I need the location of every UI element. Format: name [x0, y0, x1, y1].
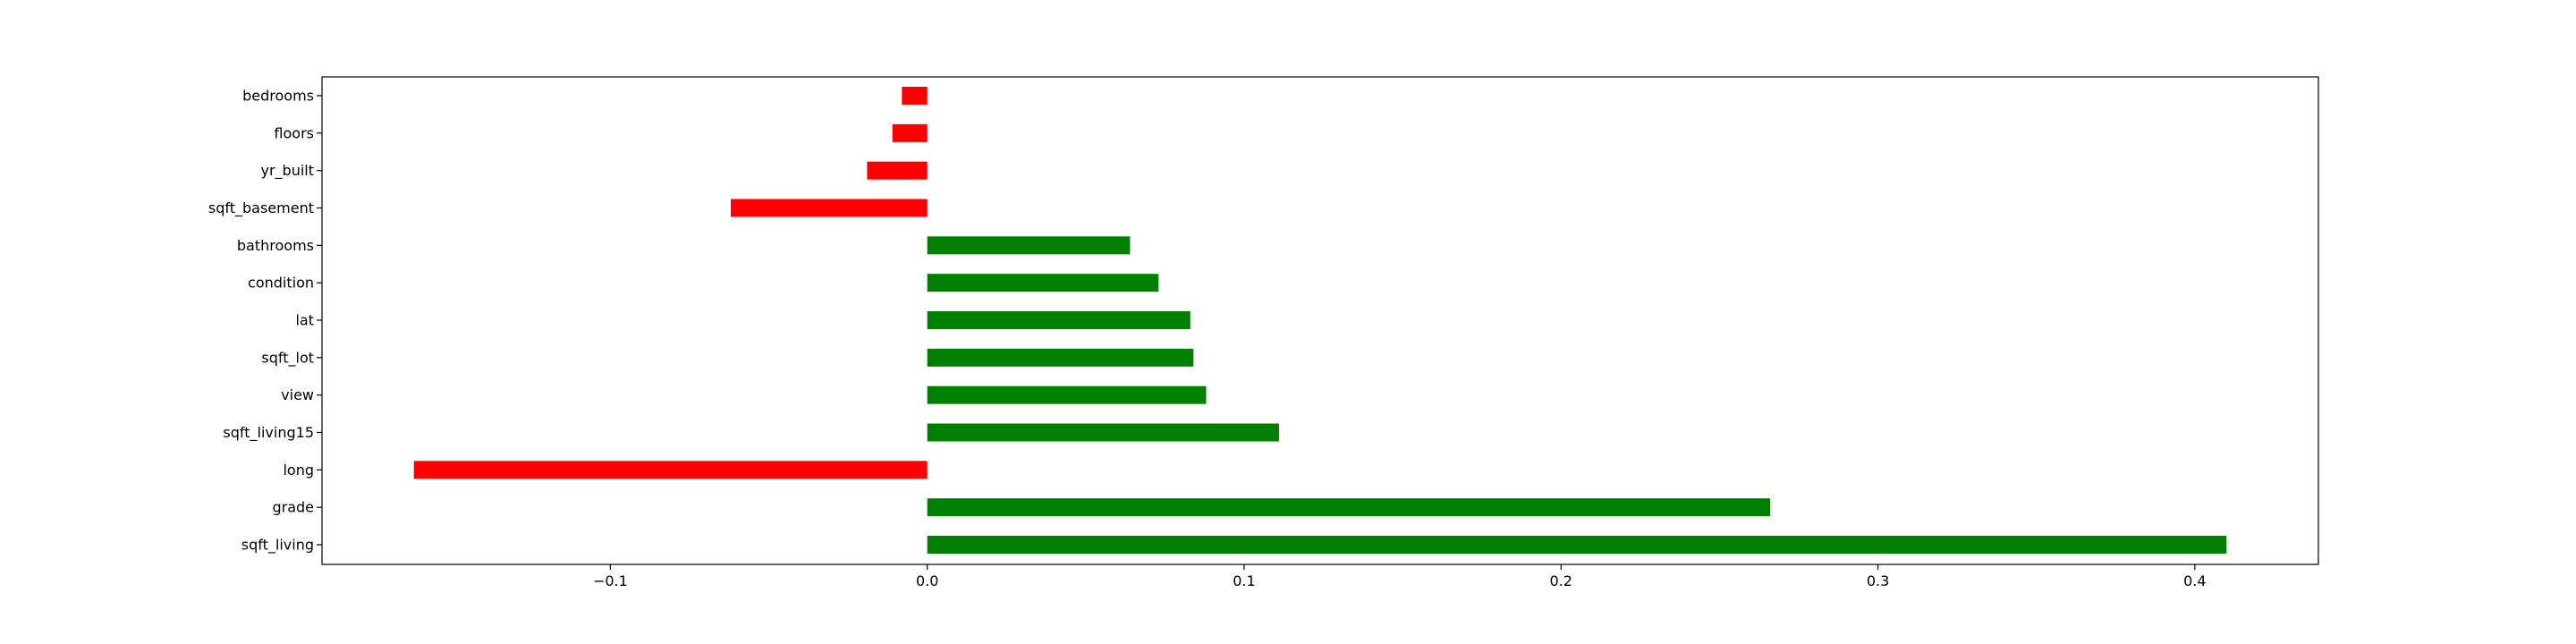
y-tick-label: sqft_living15 [223, 424, 314, 442]
bar-sqft-living [927, 536, 2227, 554]
x-tick-label: −0.1 [593, 572, 628, 589]
x-tick-label: 0.0 [916, 572, 938, 589]
bar-sqft-living15 [927, 423, 1279, 442]
x-axis: −0.1 0.0 0.1 0.2 0.3 0.4 [593, 564, 2207, 589]
y-tick-label: view [281, 386, 314, 403]
y-tick-label: sqft_basement [208, 199, 314, 217]
y-tick-label: bathrooms [237, 237, 314, 254]
y-tick-label: floors [274, 124, 314, 141]
bar-bedrooms [902, 87, 928, 105]
bar-long [413, 461, 928, 479]
bar-sqft-basement [731, 199, 928, 217]
y-tick-label: bedrooms [242, 88, 314, 105]
bar-view [927, 386, 1207, 404]
bar-yr-built [867, 161, 928, 180]
plot-frame [321, 76, 2319, 565]
y-tick-label: long [283, 462, 314, 479]
bar-sqft-lot [927, 348, 1194, 367]
y-tick-label: lat [295, 312, 314, 329]
x-tick-label: 0.1 [1233, 572, 1255, 589]
x-tick-label: 0.2 [1550, 572, 1572, 589]
x-tick-label: 0.3 [1867, 572, 1889, 589]
y-tick-label: sqft_lot [261, 349, 314, 367]
bar-lat [927, 311, 1191, 329]
y-tick-label: sqft_living [242, 537, 314, 555]
bars-group [413, 87, 2227, 554]
bar-grade [927, 498, 1771, 517]
y-axis: bedrooms floors yr_built sqft_basementbathr… [208, 88, 322, 555]
x-tick-label: 0.4 [2183, 572, 2206, 589]
y-tick-label: yr_built [260, 162, 314, 180]
y-tick-label: grade [272, 499, 314, 516]
y-tick-label: condition [248, 275, 314, 292]
bar-floors [892, 123, 928, 142]
bar-condition [927, 274, 1159, 292]
bar-bathrooms [927, 236, 1131, 255]
